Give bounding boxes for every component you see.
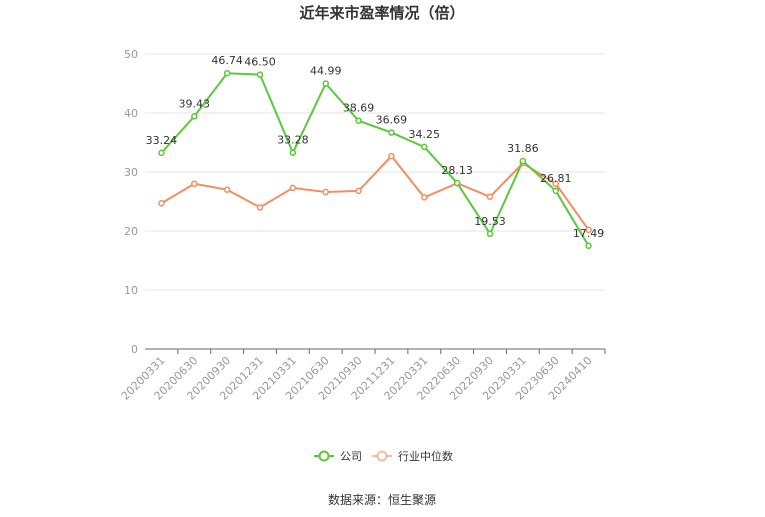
data-label: 26.81 — [540, 172, 572, 185]
y-tick-label: 0 — [131, 343, 138, 356]
y-axis-ticks: 0 10 20 30 40 50 — [124, 48, 138, 356]
data-point[interactable] — [421, 143, 428, 151]
y-tick-label: 40 — [124, 107, 138, 120]
data-point[interactable] — [585, 242, 592, 250]
series-layer — [158, 69, 592, 250]
data-label: 17.49 — [573, 227, 605, 240]
data-point[interactable] — [223, 69, 231, 77]
data-point[interactable] — [158, 200, 165, 207]
data-label: 36.69 — [376, 114, 408, 127]
data-point[interactable] — [486, 193, 494, 201]
data-point[interactable] — [453, 179, 461, 187]
y-tick-label: 30 — [124, 166, 138, 179]
data-point[interactable] — [355, 117, 362, 124]
data-source: 数据来源：恒生聚源 — [328, 492, 436, 507]
data-label: 46.74 — [211, 54, 243, 67]
series-line-0 — [160, 72, 590, 247]
legend-label: 行业中位数 — [398, 449, 453, 463]
data-point[interactable] — [552, 187, 559, 195]
data-point[interactable] — [421, 194, 428, 201]
y-tick-label: 50 — [124, 48, 138, 61]
data-point[interactable] — [191, 113, 198, 120]
data-point[interactable] — [519, 157, 527, 165]
data-point[interactable] — [191, 180, 198, 188]
data-label: 33.24 — [146, 134, 178, 147]
data-point[interactable] — [388, 129, 395, 136]
data-point[interactable] — [486, 230, 494, 238]
data-point[interactable] — [322, 80, 329, 87]
legend-marker-icon — [376, 450, 388, 462]
series-line-1 — [160, 154, 590, 231]
data-point[interactable] — [223, 186, 231, 193]
data-point[interactable] — [289, 184, 297, 192]
data-label: 38.69 — [343, 102, 375, 115]
chart-title: 近年来市盈率情况（倍） — [299, 4, 464, 22]
data-label: 39.43 — [179, 97, 211, 110]
data-point[interactable] — [158, 149, 165, 157]
data-point[interactable] — [289, 149, 297, 156]
legend-item-1[interactable]: 行业中位数 — [372, 449, 453, 463]
grid-layer — [145, 53, 605, 291]
x-axis: 2020033120200630202009302020123120210331… — [119, 348, 606, 403]
data-point[interactable] — [322, 188, 329, 196]
data-label: 46.50 — [244, 56, 276, 69]
data-label: 31.86 — [507, 142, 539, 155]
data-point[interactable] — [256, 204, 264, 211]
data-point[interactable] — [388, 152, 395, 160]
legend[interactable]: 公司 行业中位数 — [314, 449, 453, 463]
data-point[interactable] — [256, 71, 264, 78]
data-label: 33.28 — [277, 134, 309, 147]
y-tick-label: 20 — [124, 225, 138, 238]
data-point[interactable] — [585, 226, 592, 234]
data-label: 44.99 — [310, 65, 342, 78]
data-point[interactable] — [552, 180, 559, 188]
data-labels: 33.24 39.43 46.74 46.50 33.28 44.99 38.6936.69… — [146, 54, 605, 240]
legend-marker-icon — [318, 450, 330, 462]
legend-item-0[interactable]: 公司 — [314, 450, 362, 463]
data-point[interactable] — [355, 187, 362, 195]
data-label: 34.25 — [409, 128, 441, 141]
y-tick-label: 10 — [124, 284, 138, 297]
legend-label: 公司 — [340, 450, 362, 463]
data-label: 28.13 — [441, 164, 473, 177]
data-label: 19.53 — [474, 215, 506, 228]
